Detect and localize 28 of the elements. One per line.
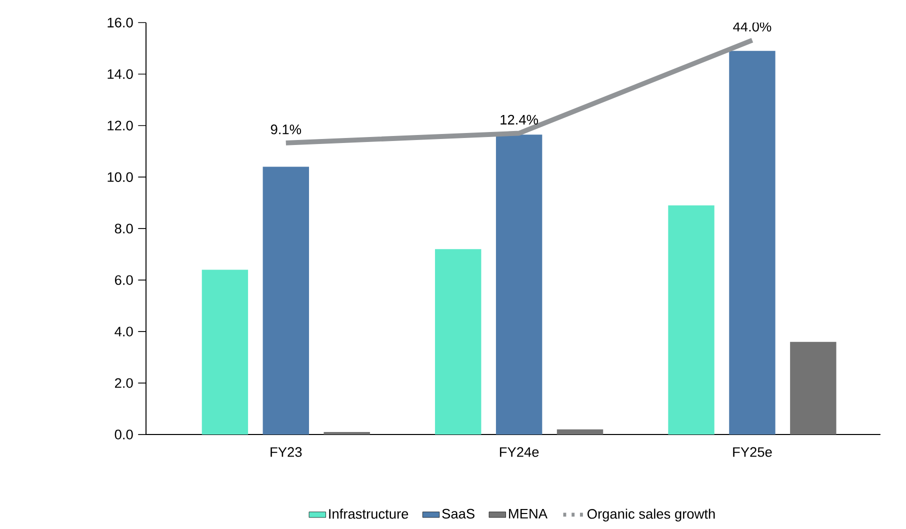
data-label: 9.1%: [270, 124, 302, 134]
legend-label: MENA: [509, 508, 548, 518]
x-tick-label: FY23: [270, 447, 302, 457]
y-tick-label: 16.0: [108, 18, 133, 28]
bar: [434, 249, 482, 435]
legend-label: SaaS: [442, 508, 474, 519]
bar: [324, 432, 370, 435]
bar: [202, 270, 248, 435]
legend-label: Infrastructure: [329, 508, 408, 519]
x-tick-label: FY24e: [500, 447, 539, 457]
y-tick-label: 2.0: [115, 378, 133, 388]
y-tick-label: 14.0: [108, 69, 133, 79]
data-label: 44.0%: [733, 22, 772, 32]
bar: [790, 342, 836, 435]
bar: [496, 134, 542, 435]
bar: [668, 205, 714, 435]
x-tick-label: FY25e: [733, 447, 772, 457]
bar: [556, 429, 604, 435]
y-tick-label: 10.0: [108, 172, 133, 182]
y-tick-label: 8.0: [114, 224, 133, 234]
y-tick-label: 12.0: [108, 120, 133, 130]
data-label: 12.4%: [500, 114, 538, 125]
y-tick-label: 6.0: [115, 275, 133, 285]
legend-label: Organic sales growth: [587, 508, 715, 522]
y-tick-label: 0.0: [114, 430, 133, 440]
bar: [729, 50, 776, 435]
bar: [262, 166, 310, 435]
y-tick-label: 4.0: [114, 326, 133, 336]
